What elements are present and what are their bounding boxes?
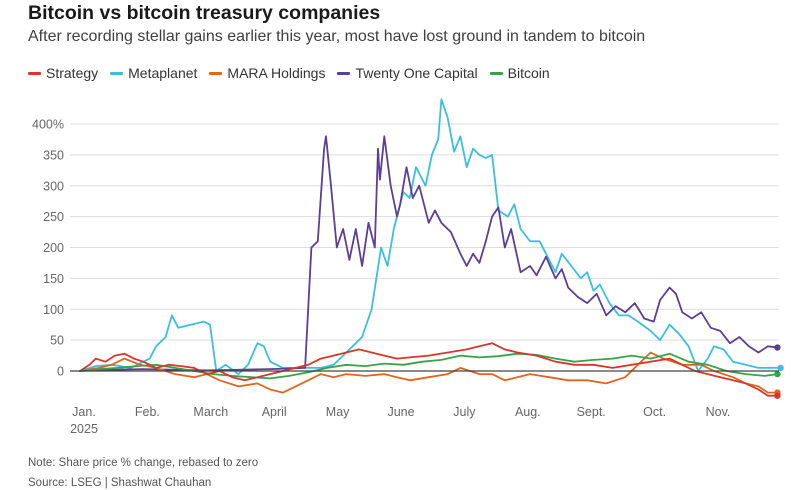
x-tick-label: Feb. <box>135 405 160 419</box>
y-tick-label: 400% <box>32 118 64 132</box>
legend-swatch-strategy <box>28 71 41 75</box>
legend-item-mara: MARA Holdings <box>209 65 325 81</box>
x-tick-label: Oct. <box>643 405 666 419</box>
legend-label-metaplanet: Metaplanet <box>128 65 198 81</box>
y-tick-label: 0 <box>57 365 64 379</box>
y-tick-label: 250 <box>43 210 64 224</box>
series-end-marker-metaplanet <box>777 364 784 372</box>
x-tick-label: June <box>387 405 414 419</box>
x-tick-label: July <box>453 405 476 419</box>
y-tick-label: 50 <box>50 334 64 348</box>
x-tick-label: April <box>262 405 287 419</box>
legend-item-metaplanet: Metaplanet <box>110 65 197 81</box>
legend-label-strategy: Strategy <box>46 65 99 81</box>
x-tick-label: Aug. <box>515 405 541 419</box>
legend-item-strategy: Strategy <box>28 65 98 81</box>
series-line-twentyone <box>79 135 779 372</box>
legend-swatch-bitcoin <box>489 71 503 75</box>
y-tick-label: 350 <box>43 148 64 162</box>
chart-subtitle: After recording stellar gains earlier th… <box>28 28 646 45</box>
series-end-marker-bitcoin <box>774 370 781 378</box>
legend: Strategy Metaplanet MARA Holdings Twenty… <box>28 65 562 81</box>
legend-swatch-mara <box>209 71 223 75</box>
chart-note: Note: Share price % change, rebased to z… <box>28 457 259 469</box>
series-line-strategy <box>79 342 779 397</box>
x-tick-label: Nov. <box>706 405 731 419</box>
x-tick-label: May <box>326 405 350 419</box>
y-tick-label: 100 <box>43 303 64 317</box>
legend-swatch-metaplanet <box>110 71 124 75</box>
legend-item-bitcoin: Bitcoin <box>489 65 550 81</box>
y-tick-label: 300 <box>43 179 64 193</box>
series-end-marker-twentyone <box>774 344 781 351</box>
chart-title: Bitcoin vs bitcoin treasury companies <box>28 2 381 24</box>
legend-label-mara: MARA Holdings <box>227 65 326 81</box>
x-tick-label: Sept. <box>577 405 606 419</box>
legend-item-twentyone: Twenty One Capital <box>337 65 478 81</box>
x-tick-label: Jan. <box>72 405 96 419</box>
y-tick-label: 200 <box>43 241 64 255</box>
y-tick-label: 150 <box>43 272 64 286</box>
legend-label-twentyone: Twenty One Capital <box>355 65 478 81</box>
x-tick-sublabel: 2025 <box>70 422 98 436</box>
series-end-marker-strategy <box>774 392 781 399</box>
chart-source: Source: LSEG | Shashwat Chauhan <box>28 477 212 489</box>
legend-swatch-twentyone <box>337 71 351 75</box>
legend-label-bitcoin: Bitcoin <box>507 65 550 81</box>
x-tick-label: March <box>193 405 228 419</box>
series-line-mara <box>79 351 779 394</box>
series-line-metaplanet <box>79 98 782 376</box>
